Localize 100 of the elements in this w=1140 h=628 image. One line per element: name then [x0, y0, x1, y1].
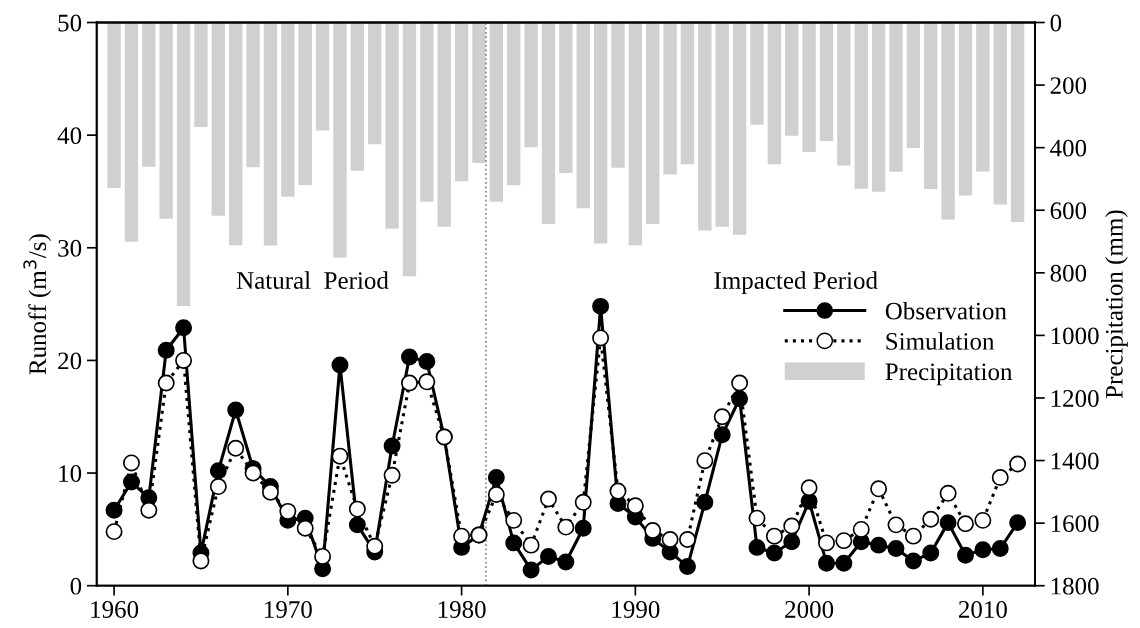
y2-tick-label: 600	[1050, 202, 1087, 220]
point	[209, 478, 227, 496]
y-tick-label: 40	[57, 127, 82, 145]
bar	[785, 22, 799, 136]
bar	[732, 22, 747, 235]
point	[574, 519, 592, 537]
point	[679, 531, 696, 548]
point	[244, 464, 262, 482]
point	[713, 408, 731, 426]
bar	[767, 22, 782, 165]
point	[314, 547, 332, 565]
bar	[1010, 22, 1025, 223]
point	[209, 462, 227, 480]
y-tick-label: 0	[70, 577, 82, 595]
point	[400, 374, 418, 392]
point	[887, 516, 905, 534]
point	[922, 510, 940, 528]
point	[366, 537, 384, 555]
bar	[211, 22, 226, 216]
bar	[333, 22, 347, 258]
point	[140, 501, 158, 519]
point	[870, 536, 888, 554]
bar	[941, 22, 955, 220]
point	[261, 483, 279, 501]
point	[348, 500, 366, 518]
point	[991, 469, 1009, 487]
bar	[124, 22, 139, 242]
point	[175, 319, 193, 337]
point	[487, 485, 505, 503]
point	[887, 540, 905, 558]
point	[679, 558, 696, 576]
point	[748, 538, 766, 556]
bar	[298, 22, 312, 185]
bar	[385, 22, 399, 229]
point	[609, 482, 627, 500]
point	[383, 437, 401, 455]
point	[122, 454, 140, 472]
point	[800, 479, 818, 497]
bar	[819, 22, 834, 142]
point	[505, 534, 523, 552]
y-tick-label: 20	[58, 352, 82, 370]
point	[105, 523, 123, 541]
point	[539, 490, 557, 508]
point	[453, 527, 471, 545]
y2-tick-label: 400	[1050, 139, 1087, 157]
bar	[715, 22, 729, 227]
point	[348, 516, 366, 534]
annotation: Natural Period	[236, 271, 389, 289]
point	[592, 297, 610, 315]
point	[852, 520, 870, 538]
point	[644, 522, 662, 539]
bar	[976, 22, 990, 172]
point	[1009, 514, 1027, 532]
bar	[837, 22, 851, 166]
y2-tick-label: 1000	[1051, 327, 1099, 345]
bar	[680, 22, 695, 165]
point	[157, 374, 175, 392]
point	[939, 514, 957, 532]
bar	[906, 22, 921, 148]
bar	[924, 22, 938, 189]
y-axis-title: Runoff (m$^{3}$/s)	[23, 234, 52, 375]
point	[592, 329, 610, 347]
y2-tick-label: 200	[1050, 77, 1087, 94]
x-tick-label: 1980	[438, 601, 486, 618]
bar	[507, 22, 521, 186]
bar	[420, 22, 434, 202]
point	[957, 546, 974, 564]
x-tick-label: 2010	[958, 601, 1007, 618]
point	[192, 552, 210, 570]
x-tick-label: 1990	[612, 601, 660, 618]
bar	[194, 22, 208, 127]
bar	[541, 22, 556, 224]
bar	[454, 22, 469, 182]
bar	[750, 22, 764, 125]
bar	[698, 22, 712, 231]
bar	[489, 22, 504, 202]
legend-label: Observation	[885, 301, 1007, 320]
y2-tick-label: 1400	[1051, 452, 1099, 470]
point	[765, 527, 783, 545]
bar	[593, 22, 608, 244]
point	[991, 540, 1009, 558]
point	[487, 469, 505, 487]
bar	[889, 22, 903, 172]
point	[1009, 455, 1027, 473]
bar	[350, 22, 365, 171]
bar	[368, 22, 382, 145]
point	[418, 353, 436, 371]
point	[904, 527, 922, 545]
bar	[559, 22, 573, 173]
point	[105, 501, 123, 519]
bar	[628, 22, 643, 246]
point	[696, 452, 714, 470]
x-tick-label: 1960	[91, 601, 139, 618]
x-tick-label: 1970	[265, 601, 312, 618]
point	[157, 341, 175, 359]
y-tick-label: 10	[59, 465, 82, 482]
bar	[611, 22, 625, 168]
point	[331, 447, 349, 465]
point	[522, 536, 540, 554]
bar	[993, 22, 1007, 205]
